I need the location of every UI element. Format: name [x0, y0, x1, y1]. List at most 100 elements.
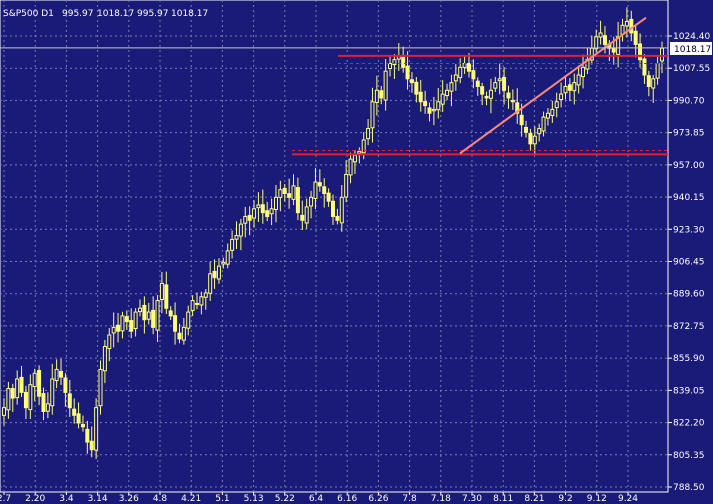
candle-body [519, 114, 524, 126]
candle-body [80, 424, 85, 428]
candle-body [493, 82, 498, 89]
x-tick-label: 2.20 [25, 494, 45, 504]
candle-body [642, 58, 647, 76]
current-price-label: 1018.17 [674, 45, 711, 55]
candle-body [598, 32, 603, 38]
candle-body [366, 128, 371, 140]
candle-body [85, 428, 90, 443]
candle-body [440, 93, 445, 105]
candle-body [567, 84, 572, 91]
candle-body [28, 384, 33, 411]
candle-body [159, 282, 164, 300]
candle-body [344, 173, 349, 198]
candle-body [624, 20, 629, 27]
candle-body [225, 250, 230, 265]
candle-body [572, 82, 577, 92]
candle-body [322, 186, 327, 195]
candle-body [212, 270, 217, 279]
candle-body [89, 440, 94, 451]
x-tick-label: 6.16 [337, 494, 357, 504]
candle-body [216, 265, 221, 280]
candle-body [449, 82, 454, 92]
candle-body [256, 204, 261, 209]
candle-body [458, 66, 463, 79]
candle-body [304, 206, 309, 224]
x-axis: 2.7 2.20 3.4 3.14 3.26 4.8 4.21 5.1 5.13 5.22 6.4 6… [0, 492, 638, 504]
candle-body [524, 126, 529, 133]
y-tick-label: 990.70 [673, 96, 705, 106]
candle-body [471, 70, 476, 80]
candle-body [177, 332, 182, 340]
candle-body [124, 316, 129, 323]
candle-body [10, 388, 15, 399]
candle-body [335, 215, 340, 221]
candle-body [168, 310, 173, 317]
candle-body [515, 102, 520, 114]
candle-body [611, 48, 616, 53]
candle-body [41, 393, 46, 412]
candle-body [230, 238, 235, 251]
candle-body [116, 324, 121, 332]
candle-body [94, 407, 99, 451]
y-tick-label: 1024.40 [673, 32, 710, 42]
candle-body [537, 128, 542, 135]
x-tick-label: 9.24 [618, 494, 638, 504]
x-tick-label: 7.30 [462, 494, 482, 504]
header-close: 1018.17 [171, 9, 208, 19]
candle-body [54, 368, 59, 382]
candle-body [510, 99, 515, 103]
candle-body [102, 345, 107, 372]
candle-body [186, 311, 191, 329]
candle-body [602, 35, 607, 45]
candle-body [576, 74, 581, 86]
candle-body [563, 85, 568, 94]
y-tick-label: 940.15 [673, 193, 705, 203]
candle-body [287, 193, 292, 198]
trend-line [459, 16, 647, 155]
candle-body [383, 70, 388, 101]
candle-body [265, 210, 270, 217]
candle-body [392, 59, 397, 66]
candle-body [269, 208, 274, 215]
x-tick-label: 9.2 [558, 494, 572, 504]
candle-body [238, 223, 243, 237]
candle-body [15, 378, 20, 399]
candle-body [278, 189, 283, 198]
candle-body [6, 388, 11, 411]
candle-body [59, 370, 64, 378]
candle-body [98, 368, 103, 407]
candle-body [352, 154, 357, 163]
candle-body [45, 403, 50, 412]
candle-body [291, 185, 296, 200]
x-tick-label: 7.8 [402, 494, 417, 504]
candle-body [431, 108, 436, 112]
candle-body [133, 311, 138, 330]
header-low: 995.97 [137, 9, 169, 19]
candle-body [502, 76, 507, 91]
y-tick-label: 1007.55 [673, 64, 710, 74]
candle-body [72, 408, 77, 416]
header-open: 995.97 [62, 9, 94, 19]
candle-body [405, 65, 410, 80]
candle-body [466, 62, 471, 72]
candle-body [195, 302, 200, 305]
candle-body [638, 43, 643, 61]
header-symbol: S&P500 D1 [3, 9, 54, 19]
y-tick-label: 923.30 [673, 225, 705, 235]
candle-body [423, 101, 428, 107]
candle-body [418, 91, 423, 103]
y-axis: 1024.40 1007.55 990.70 973.85 957.00 940.15 92… [668, 32, 710, 493]
candle-body [488, 89, 493, 99]
candle-body [388, 63, 393, 70]
candle-body [111, 326, 116, 334]
candle-body [554, 101, 559, 109]
candle-body [76, 413, 81, 424]
candle-body [559, 93, 564, 101]
x-tick-label: 5.1 [215, 494, 229, 504]
candle-body [203, 292, 208, 298]
candle-body [252, 208, 257, 219]
candle-body [234, 235, 239, 240]
candle-body [357, 150, 362, 154]
